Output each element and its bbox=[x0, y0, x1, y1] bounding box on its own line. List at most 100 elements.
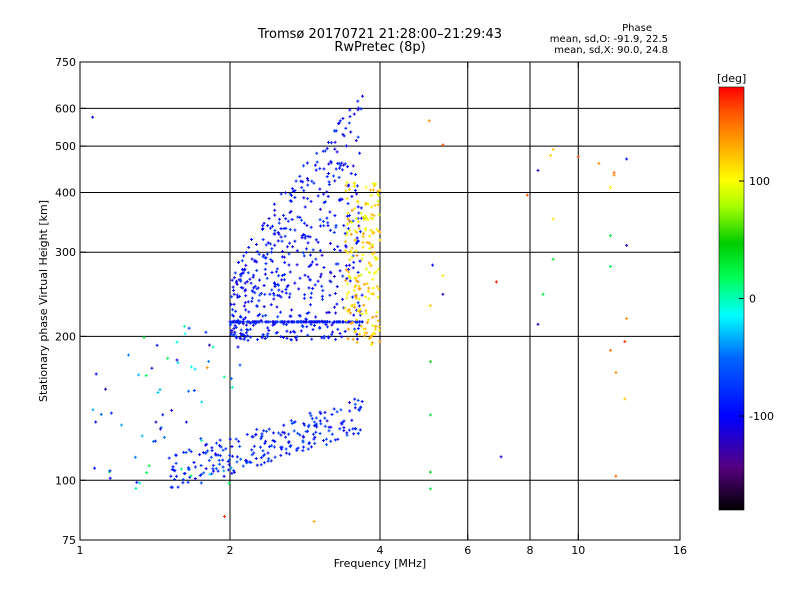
scatter-point bbox=[188, 475, 192, 479]
scatter-point bbox=[199, 464, 203, 467]
scatter-point bbox=[252, 444, 256, 448]
scatter-point bbox=[231, 308, 235, 312]
x-tick-label: 6 bbox=[464, 544, 471, 557]
scatter-point bbox=[275, 267, 279, 271]
scatter-point bbox=[264, 313, 268, 317]
scatter-point bbox=[192, 389, 196, 392]
scatter-point bbox=[232, 288, 236, 292]
scatter-point bbox=[214, 453, 218, 457]
scatter-point bbox=[189, 450, 193, 454]
scatter-point bbox=[366, 202, 370, 206]
scatter-point bbox=[302, 233, 306, 236]
scatter-point bbox=[332, 275, 336, 278]
scatter-point bbox=[290, 422, 294, 425]
scatter-point bbox=[355, 254, 359, 258]
scatter-point bbox=[344, 319, 348, 323]
x-tick-label: 10 bbox=[571, 544, 585, 557]
scatter-point bbox=[235, 282, 239, 286]
scatter-point bbox=[313, 163, 317, 167]
scatter-point bbox=[215, 441, 218, 445]
scatter-point bbox=[193, 465, 197, 469]
scatter-point bbox=[336, 245, 340, 249]
scatter-point bbox=[229, 321, 233, 325]
phase-title: Phase bbox=[622, 23, 652, 34]
scatter-point bbox=[335, 302, 339, 306]
scatter-point bbox=[262, 305, 266, 309]
scatter-point bbox=[175, 474, 178, 478]
scatter-point bbox=[276, 282, 280, 286]
scatter-point bbox=[315, 425, 319, 429]
scatter-point bbox=[303, 234, 307, 238]
scatter-point bbox=[369, 216, 373, 220]
scatter-point bbox=[301, 439, 305, 443]
scatter-point bbox=[312, 181, 316, 185]
scatter-point bbox=[268, 320, 272, 324]
scatter-point bbox=[293, 189, 297, 193]
scatter-point bbox=[329, 161, 333, 165]
scatter-point bbox=[108, 476, 112, 480]
scatter-point bbox=[256, 338, 259, 342]
scatter-point bbox=[623, 340, 627, 344]
scatter-point bbox=[240, 272, 244, 275]
scatter-point bbox=[245, 461, 249, 465]
scatter-point bbox=[348, 258, 352, 262]
scatter-point bbox=[314, 430, 318, 434]
scatter-point bbox=[261, 224, 265, 228]
scatter-point bbox=[259, 437, 263, 441]
scatter-point bbox=[280, 447, 283, 451]
scatter-point bbox=[339, 320, 343, 324]
scatter-point bbox=[320, 319, 324, 323]
scatter-point bbox=[345, 180, 349, 184]
scatter-point bbox=[327, 425, 331, 429]
scatter-point bbox=[237, 322, 241, 325]
scatter-point bbox=[286, 284, 290, 287]
scatter-point bbox=[277, 221, 281, 225]
scatter-point bbox=[536, 322, 540, 326]
scatter-point bbox=[224, 447, 228, 451]
scatter-point bbox=[181, 481, 185, 485]
scatter-point bbox=[347, 290, 351, 294]
scatter-point bbox=[187, 448, 191, 452]
scatter-point bbox=[236, 318, 240, 322]
scatter-point bbox=[251, 320, 254, 324]
scatter-point bbox=[323, 200, 327, 204]
scatter-point bbox=[255, 287, 259, 291]
scatter-point bbox=[255, 260, 259, 264]
scatter-point bbox=[282, 255, 286, 259]
scatter-point bbox=[320, 336, 324, 340]
scatter-point bbox=[305, 325, 309, 329]
scatter-point bbox=[339, 164, 343, 168]
scatter-point bbox=[252, 451, 256, 455]
scatter-point bbox=[316, 240, 320, 244]
scatter-point bbox=[367, 261, 371, 265]
scatter-point bbox=[345, 230, 349, 234]
scatter-point bbox=[167, 456, 171, 460]
scatter-point bbox=[279, 235, 283, 239]
scatter-point bbox=[209, 455, 213, 459]
scatter-point bbox=[212, 469, 215, 473]
scatter-point bbox=[272, 202, 276, 206]
scatter-point bbox=[108, 469, 112, 473]
scatter-point bbox=[170, 467, 174, 471]
scatter-point bbox=[371, 217, 375, 221]
scatter-point bbox=[355, 340, 359, 344]
scatter-point bbox=[348, 279, 352, 283]
scatter-point bbox=[373, 327, 377, 331]
scatter-point bbox=[341, 320, 345, 324]
scatter-point bbox=[304, 430, 308, 433]
scatter-point bbox=[232, 292, 236, 296]
scatter-point bbox=[274, 270, 278, 274]
scatter-point bbox=[144, 374, 148, 378]
scatter-point bbox=[371, 324, 375, 328]
scatter-point bbox=[344, 126, 348, 130]
scatter-point bbox=[243, 289, 247, 293]
scatter-point bbox=[368, 262, 372, 266]
scatter-point bbox=[270, 259, 274, 263]
scatter-point bbox=[239, 286, 243, 289]
scatter-point bbox=[327, 180, 331, 184]
scatter-point bbox=[318, 410, 322, 414]
scatter-point bbox=[270, 444, 274, 448]
scatter-point bbox=[253, 284, 257, 288]
colorbar-tick-label: -100 bbox=[749, 410, 774, 423]
scatter-point bbox=[350, 303, 354, 307]
